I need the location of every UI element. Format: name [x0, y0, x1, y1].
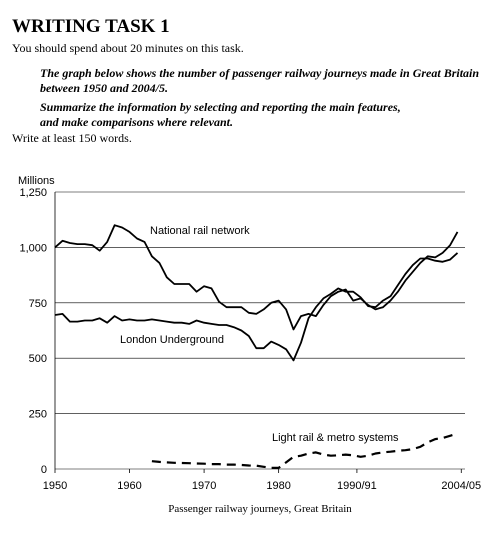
series-line: [151, 432, 458, 469]
y-tick-label: 0: [41, 464, 47, 476]
series-label: National rail network: [150, 225, 250, 237]
x-tick-label: 1970: [192, 480, 216, 492]
header: WRITING TASK 1 You should spend about 20…: [12, 16, 479, 145]
x-tick-label: 2004/05: [441, 480, 481, 492]
words: Write at least 150 words.: [12, 131, 132, 145]
series-label: London Underground: [120, 334, 224, 346]
y-tick-label: 250: [29, 409, 47, 421]
y-tick-label: 500: [29, 353, 47, 365]
title: WRITING TASK 1: [12, 16, 170, 37]
task: Summarize the information by selecting a…: [40, 100, 401, 114]
prompt: between 1950 and 2004/5.: [40, 81, 168, 95]
y-axis-label: Millions: [18, 175, 55, 187]
x-tick-label: 1980: [266, 480, 290, 492]
y-tick-label: 1,000: [19, 242, 47, 254]
y-tick-label: 750: [29, 298, 47, 310]
x-tick-label: 1960: [117, 480, 141, 492]
x-axis-label: Passenger railway journeys, Great Britai…: [168, 503, 352, 515]
x-tick-label: 1950: [43, 480, 67, 492]
task: and make comparisons where relevant.: [40, 115, 233, 129]
series-line: [54, 224, 459, 331]
prompt: The graph below shows the number of pass…: [40, 66, 479, 80]
series-label: Light rail & metro systems: [272, 432, 399, 444]
series-line: [54, 252, 459, 362]
instruction: You should spend about 20 minutes on thi…: [12, 41, 244, 55]
x-tick-label: 1990/91: [337, 480, 377, 492]
y-tick-label: 1,250: [19, 187, 47, 199]
